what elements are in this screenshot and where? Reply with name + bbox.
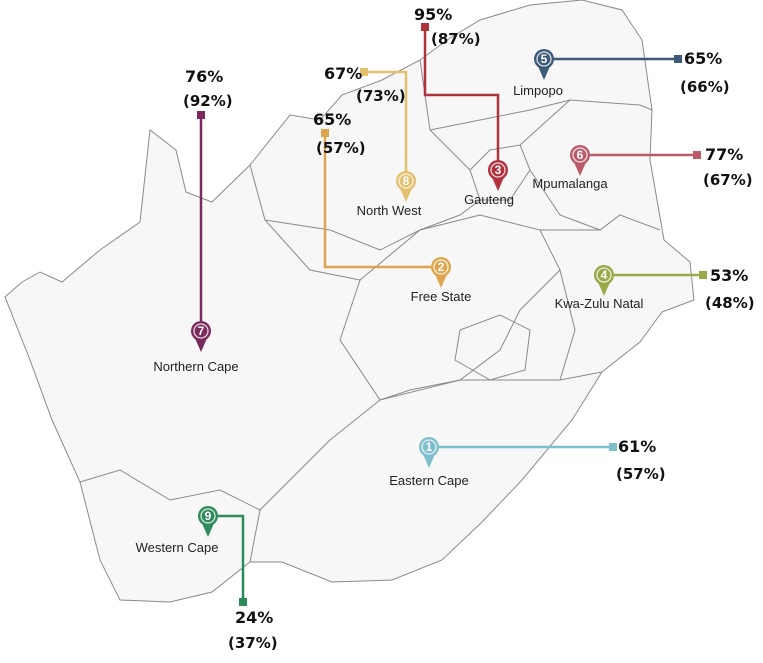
province-previous-value-limpopo: (66%) bbox=[680, 78, 730, 96]
map-pin-icon-gauteng[interactable]: 3 bbox=[488, 160, 508, 191]
leader-line-western-cape bbox=[208, 514, 245, 602]
province-value-limpopo: 65% bbox=[684, 49, 723, 68]
province-name-eastern-cape: Eastern Cape bbox=[389, 473, 469, 488]
pin-number: 2 bbox=[438, 260, 445, 274]
pin-number: 4 bbox=[601, 268, 608, 282]
pin-number: 9 bbox=[205, 509, 212, 523]
map-pin-icon-limpopo[interactable]: 5 bbox=[534, 49, 554, 80]
pin-number: 6 bbox=[577, 148, 584, 162]
border-kzn bbox=[540, 229, 603, 381]
pin-number: 1 bbox=[426, 440, 433, 454]
province-name-north-west: North West bbox=[356, 203, 422, 218]
border-northern-cape bbox=[249, 164, 381, 563]
province-value-free-state: 65% bbox=[313, 110, 352, 129]
leader-line-gauteng bbox=[423, 27, 500, 170]
province-previous-value-free-state: (57%) bbox=[316, 139, 366, 157]
map-pin-icon-free-state[interactable]: 2 bbox=[431, 257, 451, 288]
leader-end-marker bbox=[693, 151, 701, 159]
border-eastern-cape bbox=[379, 379, 560, 401]
leader-end-marker bbox=[197, 111, 205, 119]
province-name-northern-cape: Northern Cape bbox=[153, 359, 239, 374]
province-previous-value-gauteng: (87%) bbox=[431, 30, 481, 48]
leader-end-marker bbox=[699, 271, 707, 279]
province-value-mpumalanga: 77% bbox=[705, 145, 744, 164]
province-name-western-cape: Western Cape bbox=[135, 540, 219, 555]
province-previous-value-northern-cape: (92%) bbox=[183, 92, 233, 110]
leader-end-marker bbox=[239, 598, 247, 606]
province-name-limpopo: Limpopo bbox=[513, 83, 563, 98]
province-value-western-cape: 24% bbox=[235, 608, 274, 627]
pin-number: 5 bbox=[541, 52, 548, 66]
pin-number: 7 bbox=[198, 324, 205, 338]
leader-line-free-state bbox=[323, 133, 441, 269]
leader-end-marker bbox=[321, 129, 329, 137]
map-pin-icon-north-west[interactable]: 8 bbox=[396, 171, 416, 202]
pin-number: 8 bbox=[403, 174, 410, 188]
province-previous-value-kwa-zulu-natal: (48%) bbox=[705, 294, 755, 312]
border-gauteng bbox=[469, 144, 531, 201]
province-name-gauteng: Gauteng bbox=[464, 192, 514, 207]
province-name-free-state: Free State bbox=[410, 289, 472, 304]
map-pin-icon-northern-cape[interactable]: 7 bbox=[191, 321, 211, 352]
map-pin-icon-mpumalanga[interactable]: 6 bbox=[570, 145, 590, 176]
leader-line-north-west bbox=[364, 70, 408, 181]
province-value-gauteng: 95% bbox=[414, 5, 453, 24]
province-value-kwa-zulu-natal: 53% bbox=[710, 266, 749, 285]
border-limpopo bbox=[429, 99, 653, 131]
province-value-northern-cape: 76% bbox=[185, 67, 224, 86]
border-north-west bbox=[264, 59, 481, 251]
leader-end-marker bbox=[674, 55, 682, 63]
border-western-cape bbox=[79, 469, 261, 511]
province-value-eastern-cape: 61% bbox=[618, 437, 657, 456]
province-previous-value-western-cape: (37%) bbox=[228, 634, 278, 652]
map-pin-icon-kwa-zulu-natal[interactable]: 4 bbox=[594, 265, 614, 296]
border-lesotho bbox=[454, 314, 531, 381]
province-previous-value-north-west: (73%) bbox=[356, 87, 406, 105]
border-free-state bbox=[359, 214, 561, 401]
map-pin-icon-eastern-cape[interactable]: 1 bbox=[419, 437, 439, 468]
province-name-mpumalanga: Mpumalanga bbox=[532, 176, 608, 191]
leader-lines bbox=[197, 23, 707, 606]
pin-number: 3 bbox=[495, 163, 502, 177]
leader-end-marker bbox=[360, 68, 368, 76]
leader-end-marker bbox=[421, 23, 429, 31]
province-previous-value-mpumalanga: (67%) bbox=[703, 171, 753, 189]
province-value-north-west: 67% bbox=[324, 64, 363, 83]
province-previous-value-eastern-cape: (57%) bbox=[616, 465, 666, 483]
province-name-kwa-zulu-natal: Kwa-Zulu Natal bbox=[554, 296, 644, 311]
leader-end-marker bbox=[609, 443, 617, 451]
map-pin-icon-western-cape[interactable]: 9 bbox=[198, 506, 218, 537]
province-pins: 1 2 3 4 5 6 7 8 9 bbox=[191, 49, 614, 537]
